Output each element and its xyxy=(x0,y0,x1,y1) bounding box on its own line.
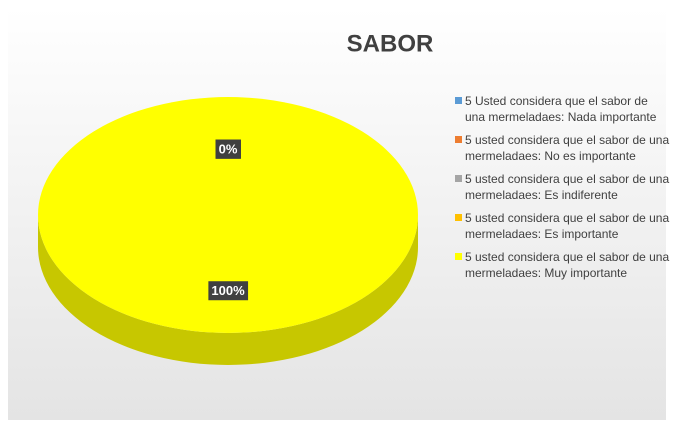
legend-swatch xyxy=(455,97,462,104)
pie-side xyxy=(38,215,418,365)
legend-entry: 5 usted considera que el sabor de una me… xyxy=(455,132,670,164)
legend-swatch xyxy=(455,214,462,221)
chart-title: SABOR xyxy=(347,30,434,57)
data-label: 0% xyxy=(219,142,238,157)
legend-swatch xyxy=(455,136,462,143)
data-label: 100% xyxy=(211,283,245,298)
legend-label: 5 usted considera que el sabor de una me… xyxy=(465,250,670,280)
legend-label: 5 usted considera que el sabor de una me… xyxy=(465,211,670,241)
data-label-box xyxy=(215,139,241,159)
legend-swatch xyxy=(455,253,462,260)
legend-entry: 5 usted considera que el sabor de una me… xyxy=(455,171,670,203)
legend-entry: 5 usted considera que el sabor de una me… xyxy=(455,210,670,242)
pie: 0%0%0%0%100% xyxy=(38,97,418,365)
legend-swatch xyxy=(455,175,462,182)
legend-entry: 5 Usted considera que el sabor de una me… xyxy=(455,93,670,125)
data-label-box xyxy=(208,281,249,301)
legend-label: 5 usted considera que el sabor de una me… xyxy=(465,133,670,163)
pie-slice xyxy=(38,97,418,333)
legend-label: 5 usted considera que el sabor de una me… xyxy=(465,172,670,202)
legend-entry: 5 usted considera que el sabor de una me… xyxy=(455,249,670,281)
legend: 5 Usted considera que el sabor de una me… xyxy=(455,93,670,288)
legend-label: 5 Usted considera que el sabor de una me… xyxy=(465,94,657,124)
